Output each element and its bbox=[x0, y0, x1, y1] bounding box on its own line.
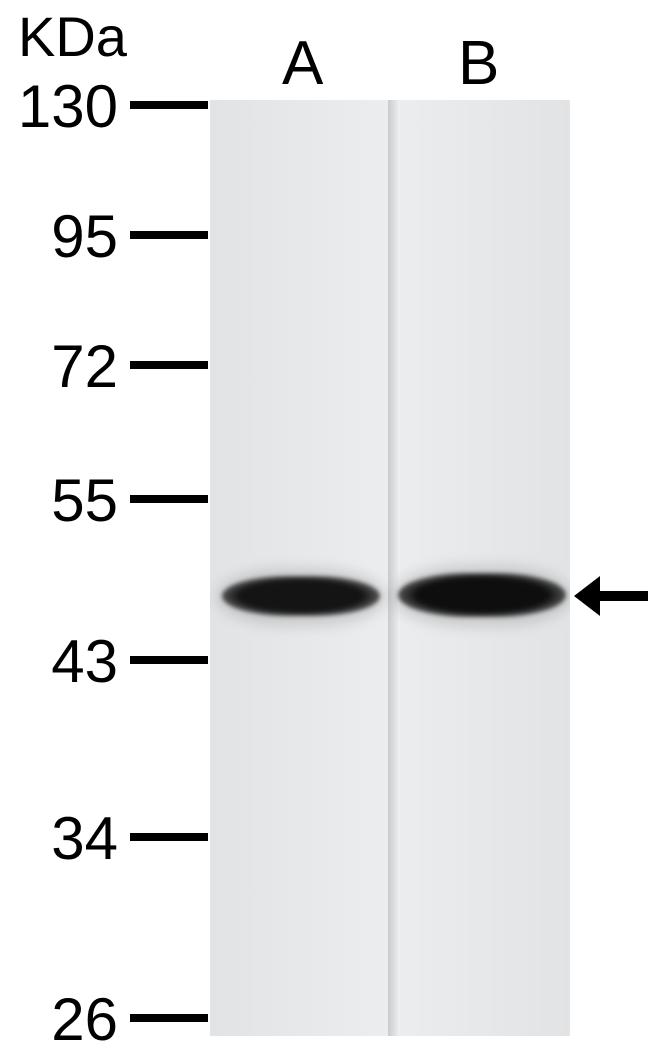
arrow-shaft bbox=[598, 591, 648, 601]
target-band-arrow bbox=[0, 0, 650, 1054]
western-blot-figure: KDa 130957255433426 AB bbox=[0, 0, 650, 1054]
arrow-head-icon bbox=[574, 576, 600, 616]
